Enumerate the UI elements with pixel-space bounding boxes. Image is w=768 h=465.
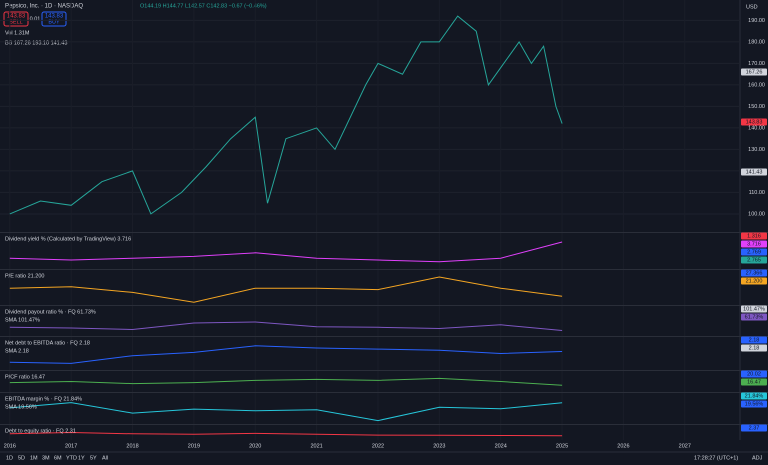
range-button[interactable]: 1M — [30, 455, 38, 461]
price-tag-label: 2.18 — [749, 345, 760, 351]
y-tick-label: 150.00 — [748, 104, 765, 110]
x-tick-label: 2018 — [126, 443, 138, 449]
pane-title: Net debt to EBITDA ratio · FQ 2.18 — [5, 340, 90, 346]
buy-button[interactable] — [41, 11, 67, 27]
price-tag-label: 1.316 — [747, 233, 761, 239]
price-tag — [741, 269, 767, 277]
range-button[interactable]: All — [102, 455, 108, 461]
sell-button[interactable] — [3, 11, 29, 27]
price-tag-label: 2.37 — [749, 425, 760, 431]
data-line — [9, 402, 563, 422]
pane-title: P/CF ratio 16.47 — [5, 374, 45, 380]
y-tick-label: 160.00 — [748, 82, 765, 88]
x-tick-label: 2021 — [310, 443, 322, 449]
data-line — [9, 15, 563, 215]
adj-button[interactable]: ADJ — [752, 455, 763, 461]
bb-legend: BB 167.26 193.10 141.43 — [5, 40, 67, 46]
price-tag — [741, 336, 767, 344]
range-button[interactable]: 5D — [18, 455, 25, 461]
price-tag — [741, 378, 767, 386]
data-line — [9, 345, 563, 364]
sell-label[interactable]: SELL — [9, 19, 22, 25]
symbol: Pepsico, Inc. · 1D · NASDAQ — [5, 4, 83, 10]
price-tag-label: 2.18 — [749, 337, 760, 343]
pane-sma: SMA 101.47% — [5, 317, 40, 323]
x-tick-label: 2017 — [65, 443, 77, 449]
data-line — [9, 276, 563, 303]
volume-legend: Vol 1.31M — [5, 30, 30, 36]
price-tag-label: 16.47 — [747, 379, 761, 385]
y-tick-label: 100.00 — [748, 211, 765, 217]
price-tag — [741, 256, 767, 264]
price-tag-label: 2.765 — [747, 257, 761, 263]
buy-price[interactable]: 143.83 — [45, 14, 64, 20]
pane-title: Dividend payout ratio % · FQ 61.73% — [5, 309, 96, 315]
x-tick-label: 2025 — [556, 443, 568, 449]
y-tick-label: 190.00 — [748, 18, 765, 24]
price-tag-label: 20.02 — [747, 371, 761, 377]
x-tick-label: 2027 — [679, 443, 691, 449]
price-tag — [741, 305, 767, 313]
data-line — [9, 321, 563, 331]
spread: 0.01 — [30, 16, 41, 22]
y-tick-label: 170.00 — [748, 61, 765, 67]
range-button[interactable]: 3M — [42, 455, 50, 461]
price-tag-label: 143.83 — [746, 119, 763, 125]
price-tag-label: 141.43 — [746, 169, 763, 175]
data-line — [9, 377, 563, 386]
range-button[interactable]: YTD — [66, 455, 77, 461]
x-tick-label: 2026 — [617, 443, 629, 449]
price-tag-label: 19.56% — [745, 401, 764, 407]
x-tick-label: 2020 — [249, 443, 261, 449]
y-tick-label: 130.00 — [748, 147, 765, 153]
sell-price[interactable]: 143.83 — [7, 14, 26, 20]
price-tag — [741, 240, 767, 248]
x-tick-label: 2016 — [4, 443, 16, 449]
price-tag-label: 27.366 — [746, 270, 763, 276]
price-tag — [741, 232, 767, 240]
range-button[interactable]: 5Y — [90, 455, 97, 461]
pane-title: EBITDA margin % · FQ 21.84% — [5, 396, 82, 402]
data-line — [9, 241, 563, 263]
x-tick-label: 2024 — [495, 443, 507, 449]
price-tag-label: 3.716 — [747, 241, 761, 247]
clock: 17:28:27 (UTC+1) — [694, 455, 738, 461]
price-tag — [741, 370, 767, 378]
buy-label[interactable]: BUY — [48, 19, 60, 25]
range-button[interactable]: 1D — [6, 455, 13, 461]
price-tag — [741, 277, 767, 285]
x-tick-label: 2023 — [433, 443, 445, 449]
x-tick-label: 2019 — [188, 443, 200, 449]
pane-title: P/E ratio 21.200 — [5, 273, 44, 279]
y-tick-label: 180.00 — [748, 39, 765, 45]
price-tag — [741, 344, 767, 352]
price-tag-label: 167.26 — [746, 69, 763, 75]
price-tag-label: 61.73% — [745, 314, 764, 320]
price-tag-label: 101.47% — [743, 306, 765, 312]
price-tag — [741, 68, 767, 76]
data-line — [9, 431, 563, 437]
y-tick-label: 110.00 — [749, 190, 765, 196]
price-tag — [741, 118, 767, 126]
range-button[interactable]: 6M — [54, 455, 62, 461]
currency[interactable]: USD — [746, 4, 758, 10]
price-tag — [741, 248, 767, 256]
price-tag-label: 2.769 — [747, 249, 761, 255]
pane-title: Debt to equity ratio · FQ 2.31 — [5, 428, 76, 434]
price-tag — [741, 168, 767, 176]
price-tag — [741, 424, 767, 432]
price-tag — [741, 313, 767, 321]
y-tick-label: 140.00 — [748, 125, 765, 131]
pane-sma: SMA 19.56% — [5, 404, 37, 410]
price-tag-label: 21.84% — [745, 393, 764, 399]
range-button[interactable]: 1Y — [78, 455, 85, 461]
pane-title: Dividend yield % (Calculated by TradingV… — [5, 236, 131, 242]
price-tag — [741, 392, 767, 400]
price-tag — [741, 400, 767, 408]
pane-sma: SMA 2.18 — [5, 348, 29, 354]
price-tag-label: 21.200 — [746, 278, 763, 284]
ohlc: O144.19 H144.77 L142.57 C142.83 −0.67 (−… — [140, 3, 267, 9]
x-tick-label: 2022 — [372, 443, 384, 449]
